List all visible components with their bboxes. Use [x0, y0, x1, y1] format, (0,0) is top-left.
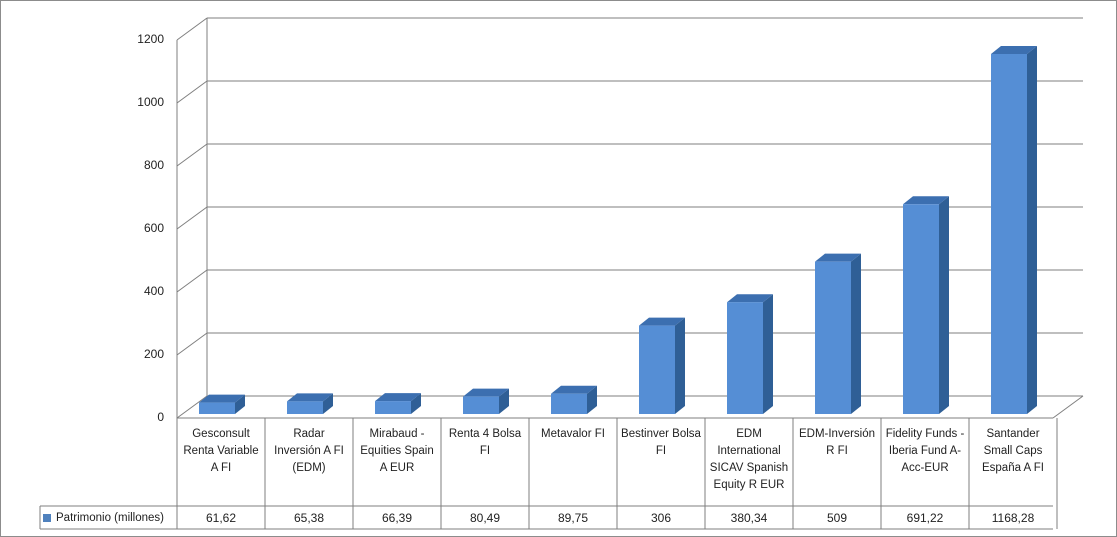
bar [463, 396, 499, 414]
bar-side [763, 294, 773, 414]
bar [375, 401, 411, 414]
data-value-label: 89,75 [557, 510, 589, 525]
bar-side [235, 394, 245, 414]
bar-top [199, 394, 245, 403]
bar [287, 401, 323, 414]
y-tick-label: 800 [143, 158, 164, 172]
bar-side [675, 317, 685, 414]
bar-top [727, 294, 773, 303]
data-value-label: 61,62 [205, 510, 237, 525]
y-tick-label: 600 [143, 221, 164, 235]
floor-right-edge [1052, 395, 1084, 419]
y-tick-label: 1000 [137, 95, 164, 109]
gridline-diagonal [176, 80, 208, 104]
gridline-diagonal [176, 395, 208, 419]
legend-swatch [43, 513, 51, 522]
bar-top [463, 388, 509, 397]
gridline-diagonal [176, 143, 208, 167]
y-tick-label: 200 [143, 347, 164, 361]
bar-side [323, 393, 333, 414]
bar-top [375, 393, 421, 402]
bar [727, 302, 763, 414]
y-tick-label: 400 [143, 284, 164, 298]
bar-side [939, 196, 949, 414]
bar-top [551, 385, 597, 394]
data-value-label: 306 [650, 510, 672, 525]
category-label: Metavalor FI [541, 428, 605, 440]
bar-top [903, 196, 949, 205]
gridline-diagonal [176, 269, 208, 293]
legend-entry: Patrimonio (millones) [40, 506, 175, 529]
data-value-label: 66,39 [381, 510, 413, 525]
gridline-diagonal [176, 17, 208, 41]
bar [991, 53, 1027, 415]
data-value-label: 509 [826, 510, 848, 525]
bar-top [991, 45, 1037, 54]
bar-side [411, 393, 421, 414]
bar-top [287, 393, 333, 402]
data-value-label: 65,38 [293, 510, 325, 525]
category-label: Radar Inversión A FI (EDM) [274, 428, 344, 474]
category-label: EDM-Inversión R FI [798, 428, 876, 457]
bar [815, 261, 851, 414]
gridline-diagonal [176, 332, 208, 356]
bar-top [639, 317, 685, 326]
bar [903, 204, 939, 414]
bar [199, 402, 235, 414]
gridline-diagonal [176, 206, 208, 230]
bar-side [587, 385, 597, 414]
bar-side [499, 388, 509, 414]
bar-side [1027, 45, 1037, 415]
data-value-label: 380,34 [730, 510, 768, 525]
category-label: EDM International SICAV Spanish Equity R… [709, 428, 789, 491]
bar-top [815, 253, 861, 262]
data-value-label: 1168,28 [991, 510, 1035, 525]
legend-label: Patrimonio (millones) [56, 511, 165, 524]
y-tick-label: 0 [157, 410, 164, 424]
y-tick-label: 1200 [137, 32, 164, 46]
category-label: Fidelity Funds - Iberia Fund A-Acc-EUR [885, 428, 965, 474]
data-value-label: 80,49 [469, 510, 501, 525]
category-label: Bestinver Bolsa FI [621, 428, 701, 457]
category-label: Mirabaud - Equities Spain A EUR [360, 428, 434, 474]
data-value-label: 691,22 [906, 510, 944, 525]
bar [639, 325, 675, 414]
category-label: Santander Small Caps España A FI [981, 428, 1044, 474]
bar [551, 393, 587, 414]
bar-side [851, 253, 861, 414]
category-label: Gesconsult Renta Variable A FI [183, 428, 259, 474]
category-label: Renta 4 Bolsa FI [448, 428, 522, 457]
